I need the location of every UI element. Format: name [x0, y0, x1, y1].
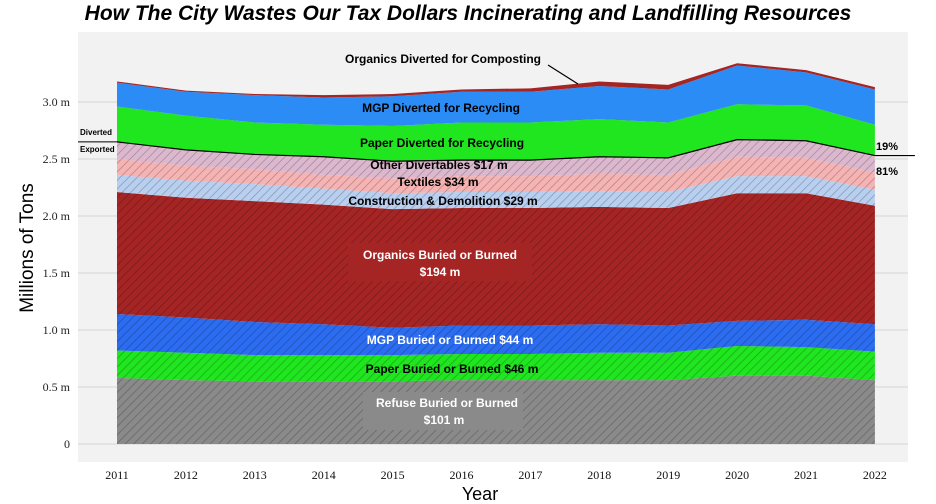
series-label: Paper Buried or Burned $46 m [366, 362, 539, 376]
x-tick-label: 2016 [450, 468, 474, 482]
series-label: $101 m [424, 413, 465, 427]
series-hatch [117, 156, 875, 194]
axes: Millions of Tons Year 0 0.5 m 1.0 m 1.5 m 2.… [17, 95, 887, 504]
x-tick-label: 2021 [794, 468, 818, 482]
label-box [348, 243, 532, 281]
divider-lines [78, 139, 915, 162]
series-area [117, 63, 875, 98]
x-tick-label: 2019 [656, 468, 680, 482]
x-tick-label: 2011 [105, 468, 129, 482]
series-labels: Organics Diverted for Composting MGP Dive… [80, 52, 898, 430]
series-label: Organics Buried or Burned [363, 248, 517, 262]
y-tick-label: 1.5 m [43, 266, 71, 280]
x-tick-label: 2013 [243, 468, 267, 482]
series-label: Textiles $34 m [397, 175, 478, 189]
x-tick-label: 2020 [725, 468, 749, 482]
series-hatch [117, 314, 875, 356]
diverted-exported-divider [116, 139, 915, 162]
diverted-annotation: Diverted [80, 128, 112, 137]
series-label: Refuse Buried or Burned [376, 396, 518, 410]
series-label: Construction & Demolition $29 m [348, 194, 537, 208]
series-area [117, 65, 875, 126]
x-tick-label: 2018 [587, 468, 611, 482]
series-hatch [117, 139, 875, 179]
x-tick-label: 2012 [174, 468, 198, 482]
series-label: MGP Diverted for Recycling [362, 101, 520, 115]
x-tick-label: 2017 [518, 468, 542, 482]
series-hatch [117, 345, 875, 382]
label-box [363, 392, 523, 430]
y-tick-label: 0.5 m [43, 380, 71, 394]
x-tick-label: 2015 [381, 468, 405, 482]
x-tick-label: 2014 [312, 468, 336, 482]
x-axis-label: Year [462, 484, 498, 504]
exported-percent: 81% [876, 166, 898, 178]
y-tick-label: 3.0 m [43, 95, 71, 109]
series-label: Organics Diverted for Composting [345, 52, 541, 66]
y-tick-label: 1.0 m [43, 323, 71, 337]
exported-annotation: Exported [80, 145, 115, 154]
series-label: $194 m [420, 265, 461, 279]
composting-pointer [547, 64, 579, 85]
diverted-percent: 19% [876, 141, 898, 153]
y-tick-label: 2.5 m [43, 152, 71, 166]
y-tick-label: 0 [64, 437, 70, 451]
series-area [117, 104, 875, 162]
series-label: Paper Diverted for Recycling [360, 136, 524, 150]
series-label: MGP Buried or Burned $44 m [367, 333, 533, 347]
chart-title: How The City Wastes Our Tax Dollars Inci… [84, 2, 852, 25]
y-axis-label: Millions of Tons [17, 183, 38, 313]
x-tick-label: 2022 [863, 468, 887, 482]
series-label: Other Divertables $17 m [370, 158, 507, 172]
y-tick-label: 2.0 m [43, 209, 71, 223]
